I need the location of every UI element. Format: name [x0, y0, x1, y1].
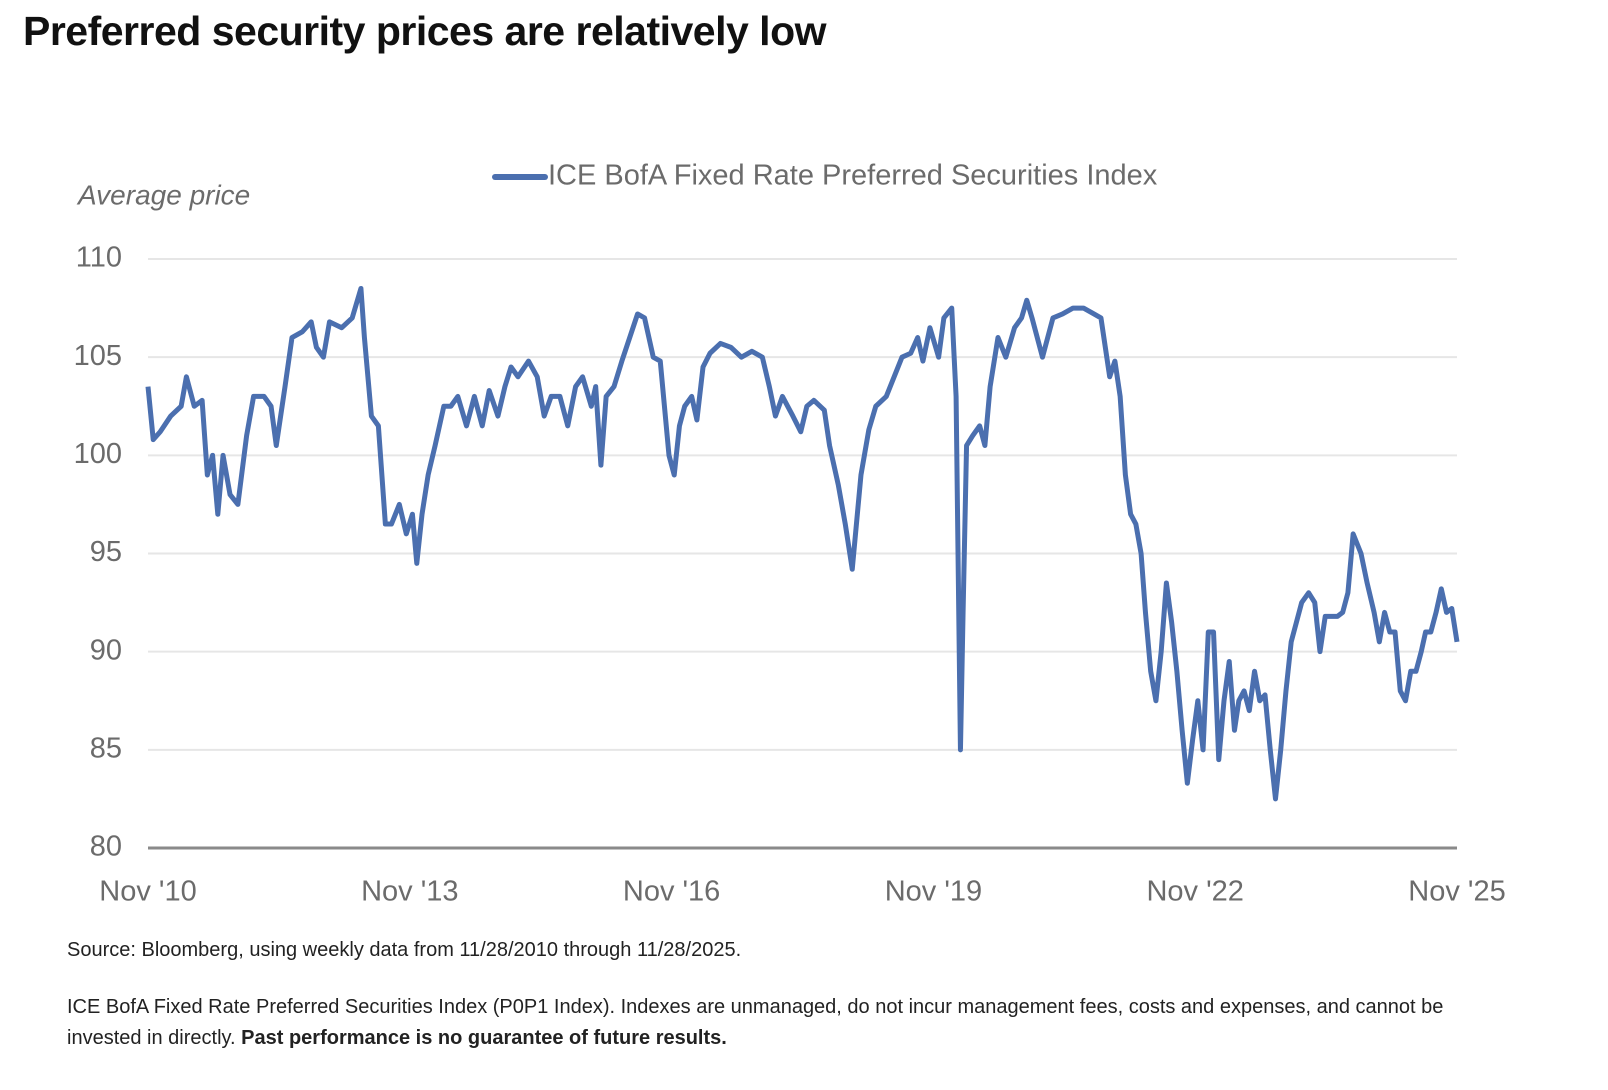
- chart: Average price ICE BofA Fixed Rate Prefer…: [74, 160, 1506, 908]
- footnote-bold: Past performance is no guarantee of futu…: [241, 1027, 727, 1049]
- y-tick-label: 90: [90, 634, 122, 666]
- x-tick-label: Nov '13: [361, 876, 458, 908]
- x-tick-label: Nov '16: [623, 876, 720, 908]
- y-tick-label: 100: [74, 438, 122, 470]
- legend: ICE BofA Fixed Rate Preferred Securities…: [492, 160, 1158, 192]
- page-title: Preferred security prices are relatively…: [23, 8, 827, 54]
- x-tick-label: Nov '19: [885, 876, 982, 908]
- footnote: ICE BofA Fixed Rate Preferred Securities…: [67, 992, 1467, 1054]
- y-tick-label: 105: [74, 340, 122, 372]
- legend-label: ICE BofA Fixed Rate Preferred Securities…: [548, 160, 1158, 192]
- y-tick-label: 85: [90, 732, 122, 764]
- footnote-text: ICE BofA Fixed Rate Preferred Securities…: [67, 996, 1444, 1049]
- y-axis-label: Average price: [76, 179, 250, 210]
- x-tick-label: Nov '25: [1408, 876, 1505, 908]
- y-tick-label: 95: [90, 536, 122, 568]
- series-line: [145, 285, 1460, 802]
- y-tick-label: 110: [76, 242, 122, 274]
- x-tick-label: Nov '10: [99, 876, 196, 908]
- x-tick-label: Nov '22: [1146, 876, 1243, 908]
- y-tick-label: 80: [90, 831, 122, 863]
- source: Source: Bloomberg, using weekly data fro…: [67, 939, 742, 961]
